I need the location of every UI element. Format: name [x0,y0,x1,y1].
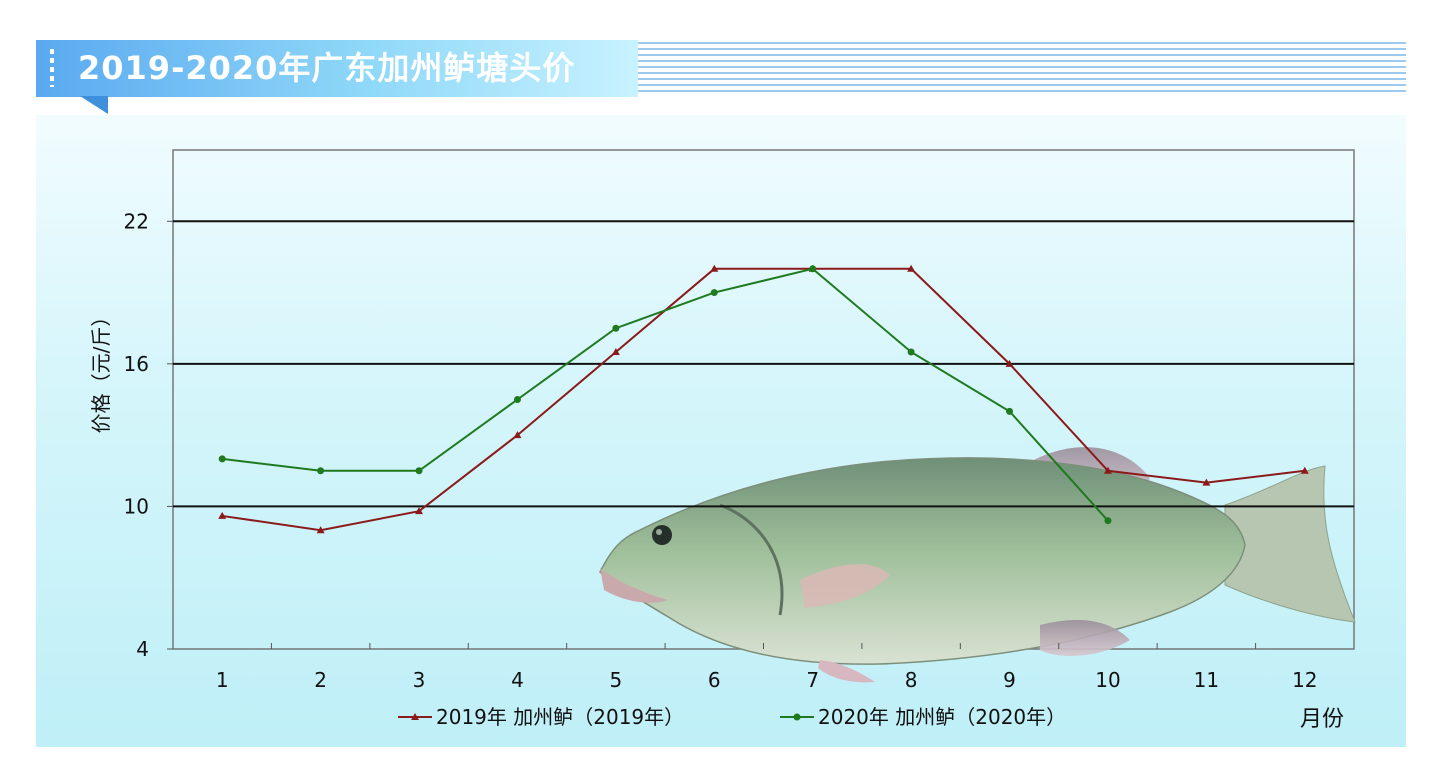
series-0-point-2 [415,507,424,515]
legend-item-2019: 2019年 加州鲈（2019年） [398,705,684,729]
legend: 2019年 加州鲈（2019年） 2020年 加州鲈（2020年） [398,705,1066,729]
x-tick-label-11: 11 [1194,668,1219,692]
x-tick-label-4: 4 [511,668,524,692]
x-tick-label-7: 7 [806,668,819,692]
x-axis-label: 月份 [1300,707,1344,732]
chart-title: 2019-2020年广东加州鲈塘头价 [78,49,576,87]
banner-tail [80,96,108,114]
gridlines [173,220,1354,508]
y-tick-label-16: 16 [124,352,149,376]
y-tick-label-22: 22 [124,209,149,233]
series-1-point-7 [907,348,915,356]
series-1-point-5 [710,289,718,297]
series-0-point-10 [1202,478,1211,486]
series-1-point-9 [1104,517,1112,525]
legend-label-2020: 2020年 加州鲈（2020年） [818,705,1066,729]
title-banner [36,40,638,97]
series-1-point-0 [218,455,226,463]
header-stripes [638,42,1406,92]
legend-label-2019: 2019年 加州鲈（2019年） [436,705,684,729]
legend-marker-2020 [793,713,801,721]
y-axis-label: 价格（元/斤） [89,307,113,434]
x-tick-label-2: 2 [314,668,327,692]
series-0-point-7 [907,264,916,272]
x-tick-label-10: 10 [1095,668,1120,692]
series-0-point-4 [611,347,620,355]
banner-dash-decoration [50,49,54,87]
series-0-point-9 [1103,466,1112,474]
series-1-point-2 [415,467,423,475]
x-tick-label-5: 5 [610,668,623,692]
series-0-point-1 [316,526,325,534]
series-1-point-3 [513,396,521,403]
x-tick-label-9: 9 [1003,668,1016,692]
series-line-0 [222,267,1305,532]
series-0-point-0 [218,511,227,519]
series-0-point-5 [710,264,719,272]
x-tick-label-1: 1 [216,668,229,692]
series-lines [218,264,1309,534]
x-tick-label-3: 3 [413,668,426,692]
series-0-point-11 [1300,466,1309,474]
x-tick-label-12: 12 [1292,668,1317,692]
fish-illustration [599,447,1356,683]
y-axis-ticks: 4 10 16 22 [124,209,173,661]
series-1-point-6 [809,265,817,273]
legend-marker-2019 [411,713,419,720]
y-tick-label-4: 4 [136,637,149,661]
x-axis-ticks: 1 2 3 4 5 6 7 8 9 10 11 12 [216,643,1318,692]
y-tick-label-10: 10 [124,494,149,518]
series-0-point-8 [1005,359,1014,367]
series-line-1 [222,267,1109,522]
series-1-point-1 [317,467,325,475]
series-1-point-4 [612,324,620,332]
series-0-point-3 [513,431,522,439]
x-tick-label-8: 8 [905,668,918,692]
series-1-point-8 [1006,407,1014,415]
x-tick-label-6: 6 [708,668,721,692]
legend-item-2020: 2020年 加州鲈（2020年） [780,705,1066,729]
